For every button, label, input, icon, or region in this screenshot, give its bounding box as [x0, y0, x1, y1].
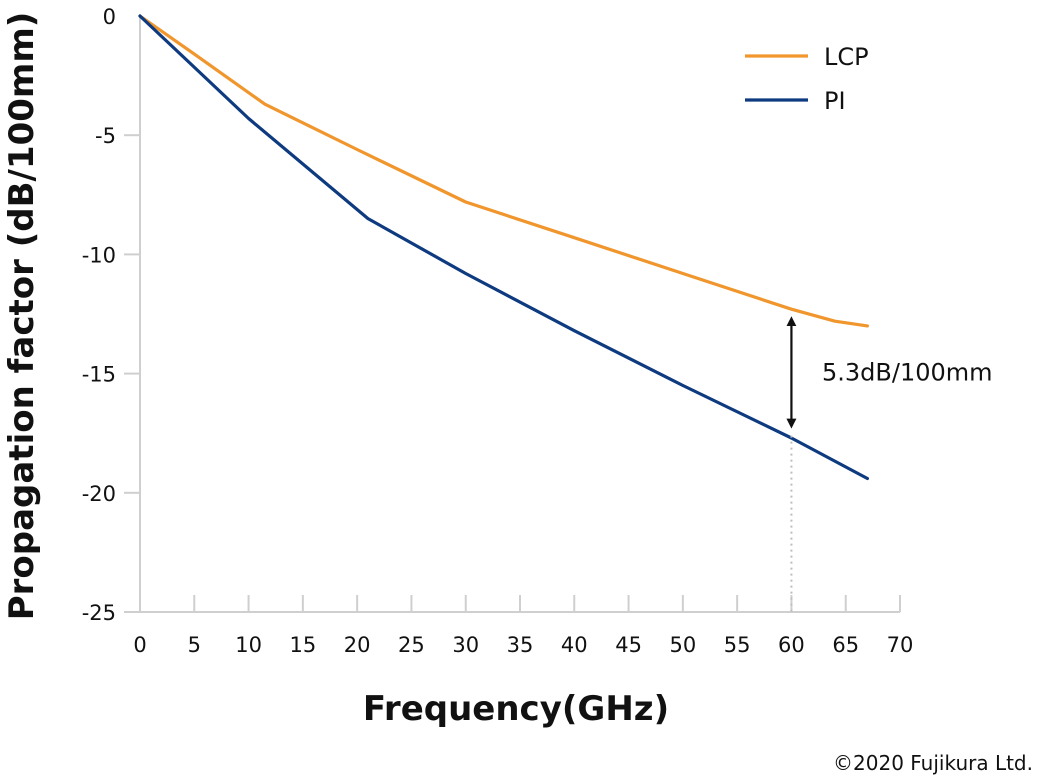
- y-tick-label: -20: [82, 482, 116, 506]
- series-line-pi: [138, 14, 869, 481]
- difference-label: 5.3dB/100mm: [822, 358, 993, 386]
- annotation-layer: 5.3dB/100mm: [786, 316, 993, 612]
- x-tick-label: 10: [235, 633, 262, 657]
- x-ticks: 0 5 10 15 20 25 30 35 40 45 50 55 60 65 70: [133, 595, 913, 657]
- x-tick-label: 45: [615, 633, 642, 657]
- x-tick-label: 0: [133, 633, 146, 657]
- y-tick-label: 0: [103, 5, 116, 29]
- y-axis-title: Propagation factor (dB/100mm): [2, 12, 42, 621]
- x-tick-label: 5: [188, 633, 201, 657]
- x-tick-label: 35: [507, 633, 534, 657]
- x-tick-label: 55: [724, 633, 751, 657]
- x-tick-label: 65: [832, 633, 859, 657]
- y-tick-label: -10: [82, 243, 116, 267]
- legend: LCP PI: [745, 43, 869, 115]
- axes: [139, 16, 900, 613]
- series-line-lcp: [138, 14, 869, 328]
- copyright-text: ©2020 Fujikura Ltd.: [833, 751, 1033, 775]
- y-tick-label: -5: [95, 124, 116, 148]
- y-ticks: 0 -5 -10 -15 -20 -25: [82, 5, 140, 625]
- x-tick-label: 70: [887, 633, 914, 657]
- x-tick-label: 20: [344, 633, 371, 657]
- x-tick-label: 25: [398, 633, 425, 657]
- legend-label-lcp: LCP: [824, 43, 869, 71]
- x-tick-label: 50: [669, 633, 696, 657]
- series-layer: [138, 14, 869, 481]
- x-axis-title: Frequency(GHz): [363, 689, 669, 729]
- x-tick-label: 15: [289, 633, 316, 657]
- legend-label-pi: PI: [824, 87, 846, 115]
- x-tick-label: 40: [561, 633, 588, 657]
- x-tick-label: 60: [778, 633, 805, 657]
- y-tick-label: -15: [82, 363, 116, 387]
- x-tick-label: 30: [452, 633, 479, 657]
- y-tick-label: -25: [82, 601, 116, 625]
